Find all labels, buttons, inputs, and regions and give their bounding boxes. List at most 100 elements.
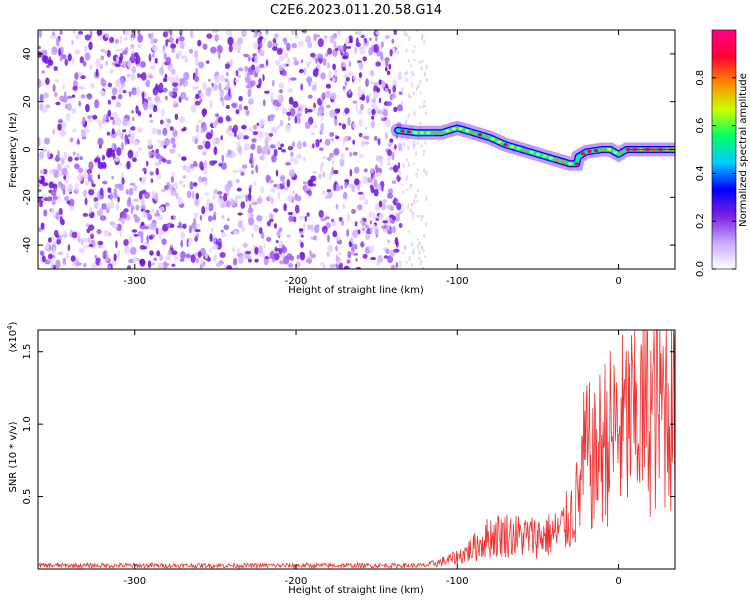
noise-blob <box>143 246 147 250</box>
noise-blob <box>182 175 187 179</box>
noise-blob <box>165 40 168 47</box>
noise-blob <box>373 43 380 53</box>
noise-blob <box>94 201 100 208</box>
signal-peak <box>413 131 418 135</box>
noise-blob <box>333 148 340 156</box>
noise-blob <box>93 197 99 203</box>
noise-blob <box>295 261 302 268</box>
noise-blob <box>191 222 198 231</box>
noise-blob <box>166 251 170 260</box>
noise-blob <box>326 189 331 193</box>
signal-peak <box>458 127 463 131</box>
noise-blob <box>81 116 86 123</box>
noise-blob <box>180 239 184 248</box>
noise-blob <box>175 75 180 83</box>
noise-blob <box>205 60 210 64</box>
noise-blob <box>235 178 240 184</box>
noise-blob <box>372 91 379 99</box>
noise-blob <box>169 75 176 84</box>
noise-blob <box>355 103 358 112</box>
noise-blob <box>43 209 48 217</box>
noise-fade <box>407 162 410 167</box>
noise-fade <box>421 33 424 39</box>
noise-blob <box>76 173 83 182</box>
noise-blob <box>64 58 69 66</box>
noise-blob <box>102 161 107 169</box>
noise-blob <box>70 255 76 262</box>
noise-blob <box>191 191 195 200</box>
noise-blob <box>85 223 90 228</box>
noise-blob <box>44 104 51 109</box>
noise-blob <box>170 43 177 49</box>
noise-blob <box>384 87 388 92</box>
noise-blob <box>325 52 329 57</box>
noise-blob <box>171 250 178 255</box>
noise-blob <box>366 95 370 104</box>
noise-blob <box>182 184 186 188</box>
spectrogram-y-axis-label: Frequency (Hz) <box>8 112 19 188</box>
noise-blob <box>351 208 356 215</box>
noise-blob <box>58 182 62 189</box>
noise-blob <box>228 133 235 137</box>
noise-blob <box>58 47 61 57</box>
noise-blob <box>273 223 277 229</box>
noise-blob <box>278 240 284 250</box>
noise-blob <box>236 248 241 254</box>
noise-fade <box>401 87 404 92</box>
noise-blob <box>281 70 287 77</box>
noise-blob <box>133 184 138 192</box>
noise-blob <box>144 192 150 199</box>
noise-blob <box>386 100 393 107</box>
noise-blob <box>362 192 365 201</box>
noise-fade <box>412 72 415 76</box>
noise-blob <box>245 255 252 260</box>
noise-blob <box>205 88 211 97</box>
noise-blob <box>307 79 312 87</box>
spectrogram-signal-track <box>390 120 675 171</box>
noise-blob <box>354 31 360 35</box>
noise-blob <box>330 137 335 142</box>
noise-blob <box>270 126 278 135</box>
noise-fade <box>417 136 420 139</box>
noise-fade <box>406 71 409 75</box>
noise-blob <box>84 52 91 61</box>
noise-blob <box>115 48 121 53</box>
noise-fade <box>417 168 419 172</box>
noise-blob <box>80 94 86 99</box>
noise-blob <box>76 138 80 145</box>
noise-blob <box>359 45 366 55</box>
noise-blob <box>130 89 137 95</box>
noise-blob <box>224 97 231 101</box>
noise-blob <box>397 104 403 112</box>
noise-blob <box>128 129 132 134</box>
noise-blob <box>84 197 88 206</box>
noise-blob <box>206 198 211 203</box>
noise-blob <box>208 202 214 212</box>
noise-blob <box>346 259 351 264</box>
noise-blob <box>95 58 101 68</box>
noise-blob <box>316 61 320 70</box>
snr-frame <box>37 329 676 570</box>
noise-blob <box>221 203 227 208</box>
noise-blob <box>286 57 291 66</box>
noise-blob <box>219 74 226 82</box>
noise-blob <box>155 227 159 235</box>
signal-peak <box>548 156 553 160</box>
noise-blob <box>241 226 246 232</box>
noise-blob <box>302 223 306 232</box>
noise-blob <box>308 179 314 187</box>
noise-blob <box>97 137 104 146</box>
noise-blob <box>163 262 170 267</box>
noise-blob <box>252 69 256 76</box>
noise-blob <box>165 123 171 129</box>
noise-blob <box>127 149 134 159</box>
noise-blob <box>158 215 163 221</box>
noise-blob <box>359 196 363 201</box>
noise-blob <box>337 108 341 113</box>
noise-blob <box>199 264 203 269</box>
noise-blob <box>197 175 203 183</box>
noise-blob <box>312 68 319 78</box>
noise-blob <box>238 95 243 102</box>
noise-blob <box>326 244 334 253</box>
